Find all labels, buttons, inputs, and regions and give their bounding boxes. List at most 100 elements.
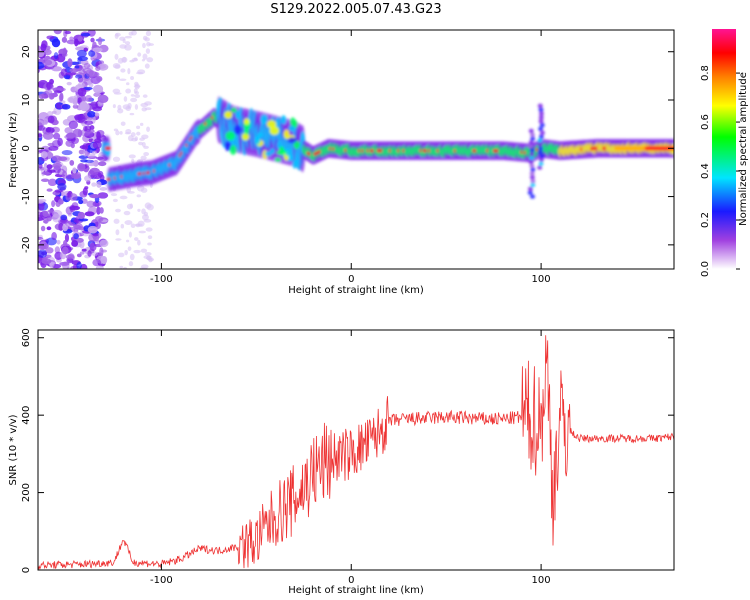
spectrogram-noise-blob — [93, 84, 104, 94]
spectrogram-noise-blob — [115, 229, 120, 236]
snr-series-line — [38, 335, 674, 570]
spectrogram-noise-blob — [72, 167, 77, 174]
snr-frame — [37, 329, 675, 571]
top-xtick-label: -100 — [150, 274, 173, 285]
spectrogram-noise-blob — [38, 202, 45, 211]
spectrogram-noise-blob — [112, 156, 121, 162]
spectrogram-noise-blob — [53, 30, 62, 35]
ridge-burst — [530, 194, 536, 199]
spectrogram-noise-blob — [120, 68, 126, 73]
spectrogram-noise-blob — [38, 133, 43, 138]
spectrogram-noise-blob — [67, 58, 73, 68]
spectrogram-noise-blob — [92, 140, 102, 149]
spectrogram-noise-blob — [138, 141, 144, 146]
spectrogram-noise-blob — [128, 154, 136, 159]
spectrogram-noise-blob — [85, 94, 93, 102]
spectrogram-noise-blob — [129, 112, 135, 116]
ridge-blob — [266, 120, 277, 129]
ridge-burst — [529, 148, 535, 153]
colorbar-tick-label: 0.8 — [700, 65, 711, 81]
spectrogram-noise-blob — [115, 32, 121, 37]
spectrogram-noise-blob — [99, 239, 109, 248]
spectrogram-noise-blob — [58, 48, 68, 54]
spectrogram-noise-blob — [84, 159, 94, 163]
spectrogram-noise-blob — [147, 257, 155, 262]
spectrogram-noise-blob — [147, 242, 152, 246]
ridge-blob — [274, 157, 282, 162]
ridge-blob — [283, 129, 290, 139]
ridge-blob — [279, 149, 287, 155]
spectrogram-noise-blob — [137, 69, 146, 75]
spectrogram-noise-blob — [51, 66, 62, 72]
spectrogram-noise-blob — [84, 120, 94, 126]
top-xtick-label: 0 — [348, 274, 354, 285]
spectrogram-noise-blob — [147, 235, 153, 240]
bottom-xtick-label: 100 — [532, 575, 551, 586]
colorbar-tick-label: 0.6 — [700, 114, 711, 130]
colorbar-tick-label: 0.2 — [700, 212, 711, 228]
spectrogram-noise-blob — [87, 225, 98, 234]
spectrogram-noise-blob — [70, 142, 75, 149]
spectrogram-noise-blob — [115, 130, 120, 136]
spectrogram-noise-blob — [89, 242, 97, 252]
spectrogram-noise-blob — [142, 53, 148, 60]
ridge-burst — [538, 111, 544, 116]
spectrogram-noise-blob — [92, 258, 102, 267]
ridge-burst — [538, 119, 544, 124]
ridge-blob — [280, 115, 287, 125]
spectrogram-noise-blob — [128, 261, 134, 267]
spectrogram-noise-blob — [71, 240, 79, 247]
spectrogram-noise-blob — [85, 69, 94, 77]
spectrogram-noise-blob — [69, 159, 75, 166]
spectrogram-noise-blob — [95, 216, 104, 223]
spectrogram-noise-blob — [38, 249, 48, 258]
spectrogram-noise-blob — [134, 83, 140, 90]
ridge-blob — [292, 159, 297, 169]
spectrogram-noise-blob — [137, 52, 142, 57]
spectrogram-noise-blob — [116, 76, 120, 80]
ridge-burst — [538, 115, 544, 120]
ridge-burst — [538, 157, 544, 163]
bottom-xtick-label: -100 — [150, 575, 173, 586]
spectrogram-noise-blob — [79, 100, 88, 110]
ridge-blob — [270, 148, 275, 154]
bottom-ytick-label: 600 — [21, 328, 32, 347]
spectrogram-noise-blob — [73, 218, 80, 223]
spectrogram-noise-blob — [49, 262, 55, 268]
spectrogram-noise-blob — [118, 252, 125, 258]
spectrogram-noise-blob — [69, 205, 81, 211]
spectrogram-noise-blob — [74, 65, 80, 69]
spectrogram-noise-blob — [43, 162, 48, 172]
spectrogram-noise-blob — [142, 42, 146, 49]
spectrogram-noise-blob — [112, 104, 116, 109]
spectrogram-noise-blob — [137, 239, 141, 246]
ridge-burst — [527, 190, 533, 195]
spectrogram-noise-blob — [38, 118, 46, 128]
spectrogram-noise-blob — [80, 32, 91, 37]
spectrogram-noise-blob — [125, 239, 130, 243]
spectrogram-noise-blob — [119, 78, 127, 81]
spectrogram-noise-blob — [53, 90, 62, 94]
top-ylabel: Frequency (Hz) — [8, 112, 19, 188]
ridge-burst — [539, 122, 545, 128]
spectrogram-noise-blob — [113, 218, 120, 224]
spectrogram-noise-blob — [63, 239, 68, 247]
spectrogram-noise-blob — [129, 253, 135, 261]
ridge-blob — [244, 127, 249, 135]
ridge-blob — [287, 137, 297, 144]
ridge-blob — [264, 151, 272, 157]
spectrogram-noise-blob — [65, 72, 77, 76]
spectrogram-noise-blob — [45, 247, 54, 254]
bottom-ytick-label: 200 — [21, 483, 32, 502]
spectrogram-noise-blob — [99, 207, 104, 214]
spectrogram-noise-blob — [130, 223, 136, 228]
spectrogram-noise-blob — [145, 227, 153, 232]
spectrogram-noise-blob — [129, 203, 133, 209]
spectrogram-noise-blob — [128, 31, 134, 36]
ridge-burst — [538, 134, 544, 139]
spectrogram-noise-blob — [51, 232, 57, 241]
top-ytick-label: -10 — [21, 188, 32, 204]
ridge-blob — [292, 119, 298, 128]
spectrogram-noise-blob — [97, 192, 109, 199]
spectrogram-noise-blob — [145, 48, 151, 54]
